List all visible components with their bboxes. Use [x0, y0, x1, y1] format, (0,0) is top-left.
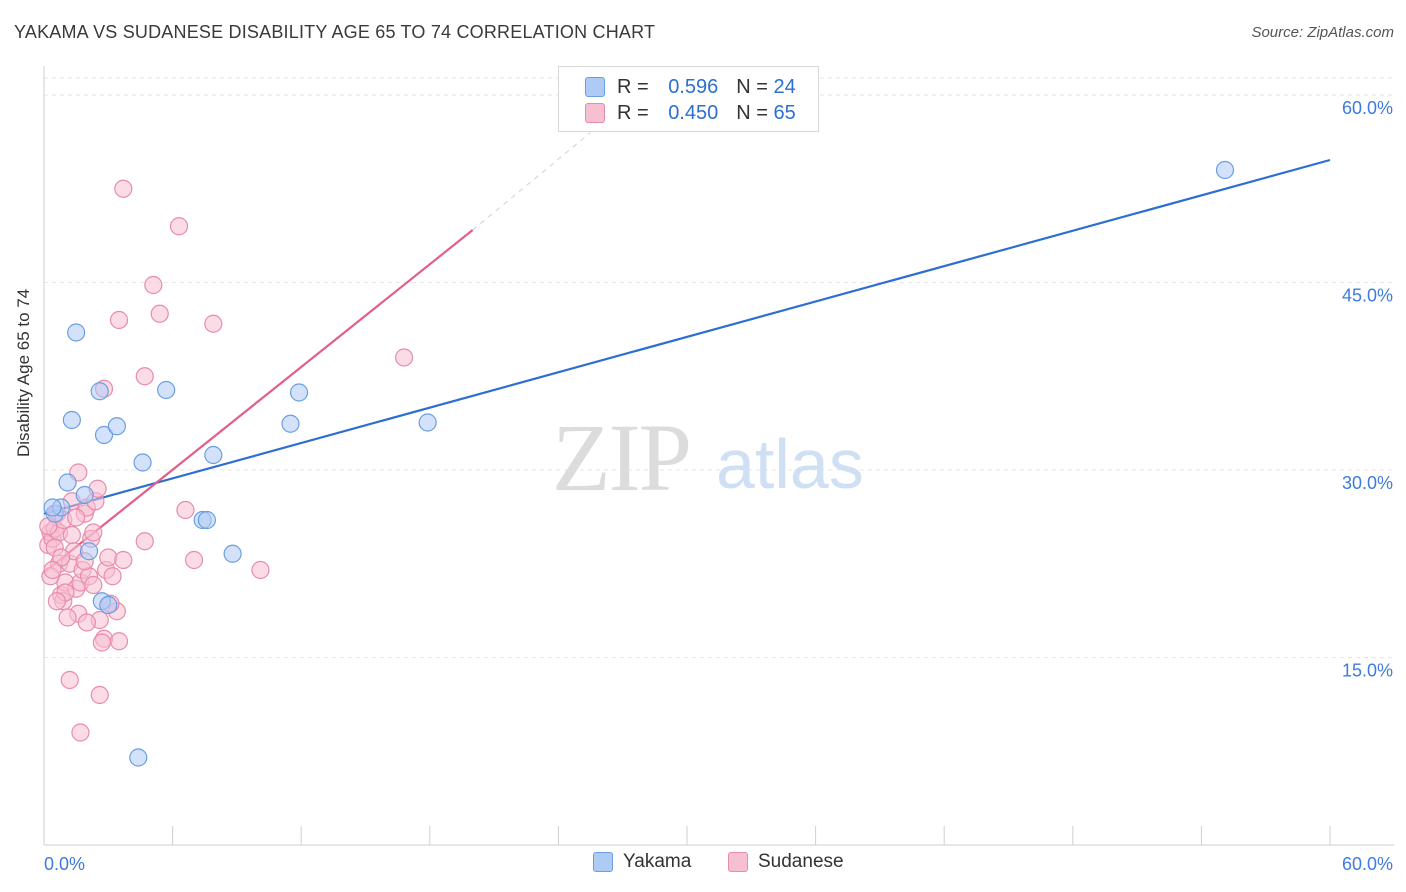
r-label: R = [617, 75, 649, 98]
yakama-point [75, 485, 94, 505]
watermark-atlas: atlas [716, 425, 864, 503]
sudanese-point [169, 217, 189, 236]
sudanese-point [394, 348, 414, 367]
legend-row-yakama: R = 0.596 N = 24 [585, 74, 796, 100]
yakama-legend-icon [593, 852, 613, 872]
yakama-point [62, 410, 81, 430]
legend-label-yakama: Yakama [623, 851, 692, 872]
sudanese-point [47, 592, 66, 611]
sudanese-point [103, 567, 122, 586]
yakama-point [67, 323, 86, 342]
legend-item-yakama: Yakama [593, 851, 691, 873]
n-label: N = [736, 101, 768, 124]
sudanese-trend-extension [472, 132, 591, 231]
sudanese-point [90, 685, 109, 705]
yakama-point [157, 380, 176, 400]
yakama-point [197, 510, 216, 530]
yakama-trend-line [43, 158, 1331, 515]
sudanese-legend-icon [728, 852, 748, 872]
n-label: N = [736, 75, 768, 98]
sudanese-point [62, 525, 81, 545]
yakama-point [99, 595, 118, 615]
sudanese-point [71, 723, 90, 742]
legend-item-sudanese: Sudanese [728, 851, 844, 873]
sudanese-point [52, 548, 71, 567]
sudanese-point [99, 548, 118, 567]
sudanese-point [204, 314, 223, 333]
r-label: R = [617, 101, 649, 124]
sudanese-point [135, 532, 154, 551]
sudanese-point [135, 367, 154, 386]
yakama-point [223, 544, 242, 563]
yakama-point [90, 382, 109, 401]
sudanese-point [84, 575, 103, 595]
sudanese-point [67, 508, 86, 527]
chart-title: YAKAMA VS SUDANESE DISABILITY AGE 65 TO … [14, 22, 656, 42]
sudanese-point [114, 550, 133, 570]
sudanese-point [176, 500, 195, 520]
yakama-point [79, 542, 99, 561]
y-tick-label: 60.0% [1342, 98, 1393, 118]
sudanese-point [84, 523, 103, 542]
yakama-swatch-icon [585, 77, 605, 97]
sudanese-point [184, 550, 204, 570]
sudanese-point [58, 608, 77, 627]
r-value: 0.450 [668, 101, 719, 124]
watermark: ZIP atlas [552, 404, 864, 511]
sudanese-point [114, 179, 133, 198]
data-points [39, 160, 1235, 767]
sudanese-point [109, 632, 129, 651]
y-axis-label: Disability Age 65 to 74 [14, 288, 33, 457]
n-value: 65 [773, 101, 796, 124]
watermark-zip: ZIP [552, 404, 690, 511]
yakama-point [43, 498, 62, 517]
y-tick-label: 15.0% [1342, 661, 1393, 681]
gridlines [44, 77, 1394, 658]
yakama-point [129, 748, 148, 767]
sudanese-point [43, 560, 62, 580]
sudanese-trend-line [43, 229, 474, 574]
sudanese-point [92, 633, 111, 652]
sudanese-point [60, 670, 79, 690]
sudanese-point [109, 310, 129, 330]
x-tick-label: 0.0% [44, 854, 85, 874]
axes [43, 66, 1394, 846]
x-tick-label: 60.0% [1342, 854, 1393, 874]
yakama-point [133, 453, 152, 472]
sudanese-swatch-icon [585, 103, 605, 123]
yakama-point [94, 425, 114, 445]
yakama-point [204, 445, 223, 465]
yakama-point [58, 473, 77, 492]
legend-label-sudanese: Sudanese [758, 851, 844, 872]
sudanese-point [144, 275, 163, 295]
yakama-point [1215, 160, 1235, 180]
yakama-point [289, 383, 309, 402]
sudanese-point [150, 304, 169, 323]
legend-row-sudanese: R = 0.450 N = 65 [585, 100, 796, 126]
tick-labels: 15.0% 30.0% 45.0% 60.0% 0.0% 60.0% [44, 98, 1393, 874]
correlation-legend: R = 0.596 N = 24 R = 0.450 N = 65 [558, 66, 819, 132]
yakama-point [281, 414, 300, 433]
sudanese-point [77, 613, 96, 632]
yakama-point [107, 417, 126, 436]
y-tick-label: 30.0% [1342, 473, 1393, 493]
y-tick-label: 45.0% [1342, 286, 1393, 306]
source-credit: Source: ZipAtlas.com [1251, 24, 1394, 41]
n-value: 24 [773, 75, 796, 98]
r-value: 0.596 [668, 75, 719, 98]
sudanese-point [251, 560, 270, 580]
trend-lines [43, 132, 1331, 574]
yakama-point [418, 413, 437, 432]
